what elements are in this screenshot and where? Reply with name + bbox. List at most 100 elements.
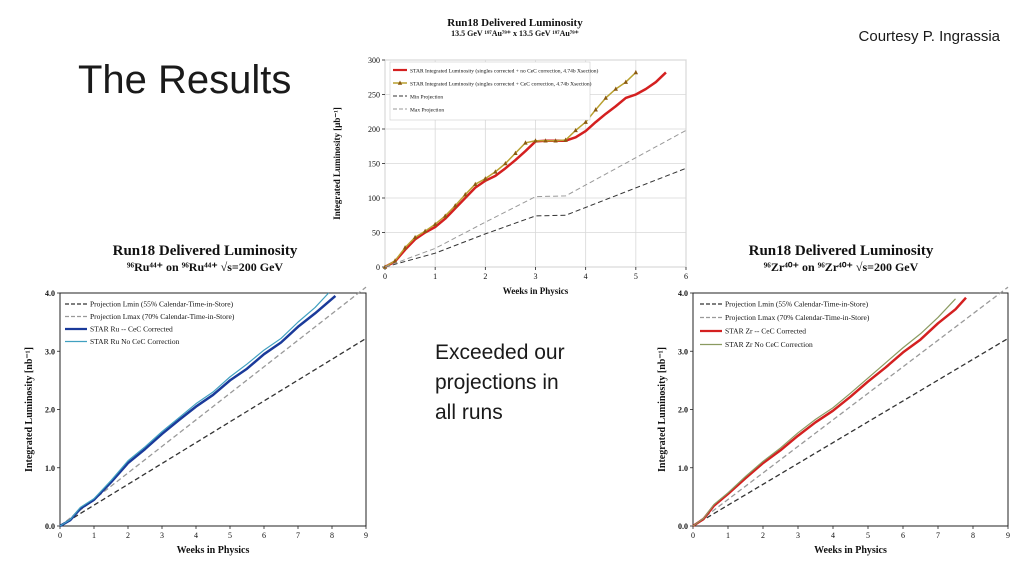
series-line — [384, 71, 637, 268]
legend-entry: STAR Integrated Luminosity (singles corr… — [410, 68, 599, 75]
legend-entry: STAR Ru -- CeC Corrected — [90, 325, 173, 334]
x-tick-label: 4 — [194, 531, 198, 540]
x-tick-label: 4 — [831, 531, 835, 540]
chart-subtitle: ⁹⁶Zr⁴⁰⁺ on ⁹⁶Zr⁴⁰⁺ √s=200 GeV — [763, 260, 919, 274]
ru-chart-title: Run18 Delivered Luminosity ⁹⁶Ru⁴⁴⁺ on ⁹⁶… — [60, 243, 350, 275]
series-line — [59, 294, 337, 528]
conclusion-text: Exceeded our projections in all runs — [435, 338, 610, 428]
x-tick-label: 5 — [634, 272, 638, 281]
y-tick-label: 200 — [368, 125, 380, 134]
data-point — [563, 137, 568, 142]
y-axis-label: Integrated Luminosity [μb⁻¹] — [332, 107, 342, 220]
y-tick-label: 3.0 — [678, 347, 688, 356]
data-point — [513, 150, 518, 155]
series-line — [692, 298, 956, 527]
series-line — [59, 337, 367, 527]
series-line — [384, 129, 687, 268]
y-tick-label: 50 — [372, 229, 380, 238]
legend-entry: STAR Zr -- CeC Corrected — [725, 327, 806, 336]
data-point — [613, 86, 618, 91]
y-axis-label: Integrated Luminosity [nb⁻¹] — [24, 347, 35, 472]
x-tick-label: 5 — [228, 531, 232, 540]
data-point — [503, 161, 508, 166]
data-point — [392, 258, 398, 263]
data-point — [523, 140, 528, 145]
data-point — [422, 228, 428, 233]
data-point — [633, 69, 639, 75]
x-tick-label: 3 — [534, 272, 538, 281]
x-tick-label: 4 — [584, 272, 588, 281]
data-point — [443, 213, 448, 218]
x-tick-label: 9 — [1006, 531, 1010, 540]
legend-entry: Min Projection — [410, 95, 443, 101]
chart-title: Run18 Delivered Luminosity — [112, 243, 298, 259]
x-tick-label: 7 — [936, 531, 940, 540]
y-tick-label: 3.0 — [45, 347, 55, 356]
data-point — [412, 234, 418, 240]
x-tick-label: 8 — [971, 531, 975, 540]
data-point — [493, 169, 498, 174]
y-tick-label: 100 — [368, 194, 380, 203]
legend-entry: Projection Lmin (55% Calendar-Time-in-St… — [90, 300, 234, 309]
x-axis-label: Weeks in Physics — [177, 545, 250, 556]
legend-entry: Projection Lmax (70% Calendar-Time-in-St… — [90, 312, 235, 321]
x-tick-label: 2 — [761, 531, 765, 540]
y-tick-label: 250 — [368, 91, 380, 100]
y-tick-label: 300 — [368, 56, 380, 65]
x-tick-label: 9 — [364, 531, 368, 540]
x-tick-label: 1 — [433, 272, 437, 281]
chart-title: Run18 Delivered Luminosity — [447, 17, 583, 29]
slide-title: The Results — [78, 58, 292, 102]
data-point — [543, 138, 548, 143]
x-tick-label: 3 — [160, 531, 164, 540]
series-line — [59, 286, 367, 527]
x-tick-label: 7 — [296, 531, 300, 540]
y-tick-label: 2.0 — [678, 406, 688, 415]
legend-marker — [397, 80, 403, 85]
legend-entry: STAR Integrated Luminosity (singles corr… — [410, 81, 592, 88]
x-tick-label: 0 — [383, 272, 387, 281]
data-point — [573, 127, 578, 133]
y-axis-label: Integrated Luminosity [nb⁻¹] — [657, 347, 668, 472]
legend-entry: STAR Ru No CeC Correction — [90, 337, 180, 346]
data-point — [473, 181, 478, 186]
series-line — [384, 71, 667, 269]
x-axis-label: Weeks in Physics — [503, 286, 569, 296]
y-tick-label: 0.0 — [45, 522, 55, 531]
y-tick-label: 1.0 — [45, 464, 55, 473]
y-tick-label: 1.0 — [678, 464, 688, 473]
x-tick-label: 2 — [126, 531, 130, 540]
zr-chart-title: Run18 Delivered Luminosity ⁹⁶Zr⁴⁰⁺ on ⁹⁶… — [696, 243, 986, 275]
x-tick-label: 8 — [330, 531, 334, 540]
conclusion-line: projections in — [435, 371, 559, 394]
data-point — [463, 192, 468, 197]
conclusion-line: all runs — [435, 401, 503, 424]
data-point — [432, 221, 438, 227]
y-tick-label: 0.0 — [678, 522, 688, 531]
series-line — [384, 167, 687, 268]
data-point — [623, 79, 628, 84]
legend-entry: Max Projection — [410, 108, 444, 114]
y-tick-label: 4.0 — [678, 289, 688, 298]
y-tick-label: 4.0 — [45, 289, 55, 298]
y-tick-label: 150 — [368, 160, 380, 169]
chart-subtitle: ⁹⁶Ru⁴⁴⁺ on ⁹⁶Ru⁴⁴⁺ √s=200 GeV — [126, 260, 284, 274]
conclusion-line: Exceeded our — [435, 341, 565, 364]
data-point — [533, 138, 538, 143]
legend-entry: Projection Lmin (55% Calendar-Time-in-St… — [725, 300, 869, 309]
x-tick-label: 5 — [866, 531, 870, 540]
credit-text: Courtesy P. Ingrassia — [858, 28, 1000, 45]
series-line — [692, 296, 967, 528]
series-line — [692, 337, 1009, 527]
series-line — [59, 292, 330, 527]
y-tick-label: 2.0 — [45, 406, 55, 415]
data-point — [553, 138, 558, 143]
x-tick-label: 6 — [262, 531, 266, 540]
data-point — [583, 119, 588, 124]
legend-box — [389, 61, 591, 121]
x-tick-label: 2 — [483, 272, 487, 281]
x-axis-label: Weeks in Physics — [814, 545, 887, 556]
x-tick-label: 1 — [726, 531, 730, 540]
x-tick-label: 0 — [691, 531, 695, 540]
